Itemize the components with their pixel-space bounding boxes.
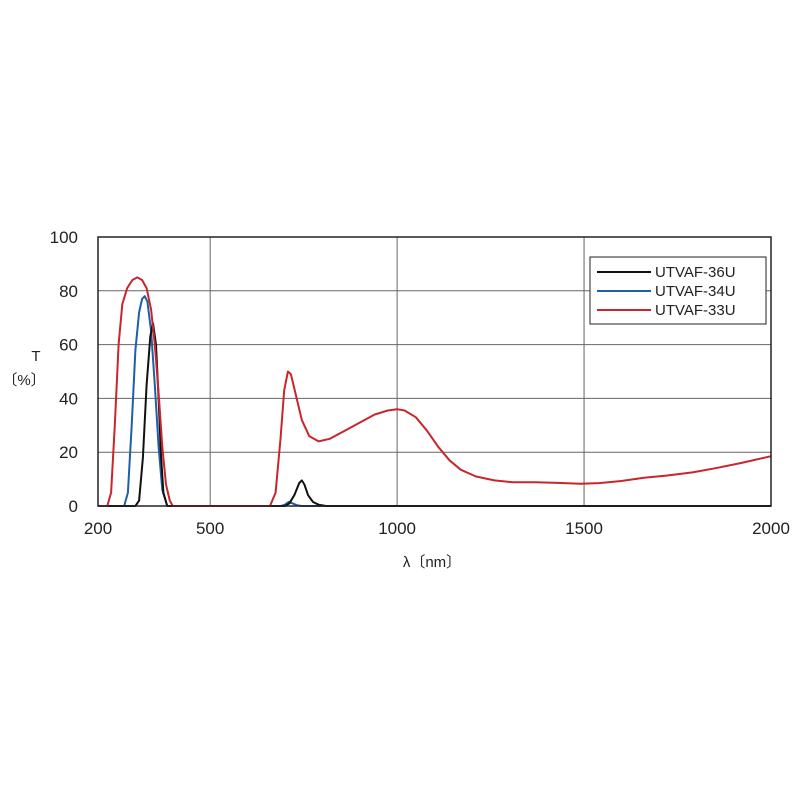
legend-label: UTVAF-33U [655, 302, 736, 319]
plot-frame [97, 236, 772, 507]
y-tick-label: 100 [50, 228, 78, 247]
x-tick-labels: 200 500 1000 1500 2000 [84, 519, 790, 538]
x-tick-label: 1000 [378, 519, 416, 538]
series-line-utvaf-36u [98, 322, 771, 507]
legend-label: UTVAF-34U [655, 283, 736, 300]
x-tick-label: 500 [196, 519, 224, 538]
legend: UTVAF-36U UTVAF-34U UTVAF-33U [589, 256, 767, 325]
y-axis-label-line1: T [31, 348, 40, 365]
y-tick-labels: 0 20 40 60 80 100 [50, 228, 78, 516]
y-tick-label: 80 [59, 282, 78, 301]
y-axis-label-line2: 〔%〕 [2, 372, 45, 389]
legend-label: UTVAF-36U [655, 264, 736, 281]
y-tick-label: 20 [59, 443, 78, 462]
x-tick-label: 200 [84, 519, 112, 538]
y-tick-label: 40 [59, 389, 78, 408]
series-line-utvaf-34u [98, 295, 771, 507]
x-axis-label: λ〔nm〕 [403, 554, 461, 571]
y-tick-label: 0 [69, 497, 78, 516]
x-tick-label: 1500 [565, 519, 603, 538]
x-tick-label: 2000 [752, 519, 790, 538]
series-line-utvaf-33u [98, 276, 772, 507]
y-tick-label: 60 [59, 336, 78, 355]
grid [98, 237, 771, 506]
